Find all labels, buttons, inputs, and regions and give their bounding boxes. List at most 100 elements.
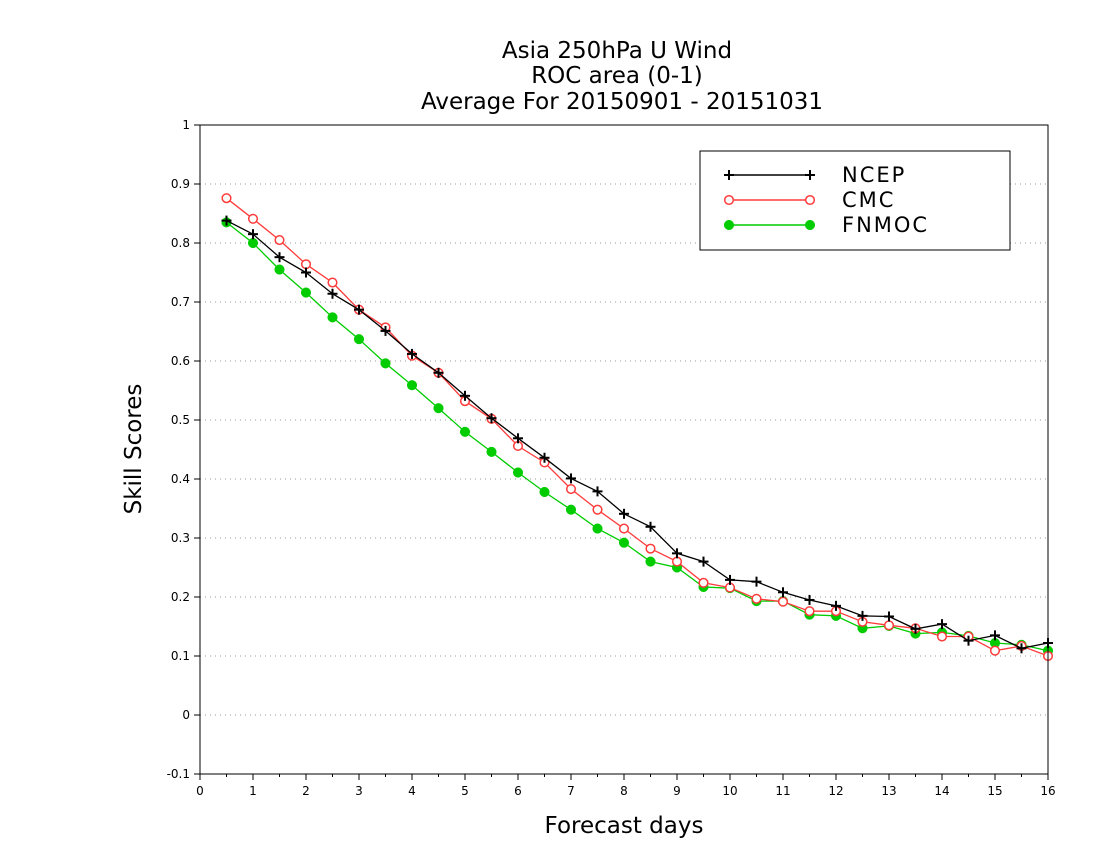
data-point-cmc bbox=[274, 235, 285, 246]
data-point-fnmoc bbox=[565, 504, 577, 515]
data-series bbox=[221, 193, 1054, 662]
data-point-ncep bbox=[645, 521, 656, 532]
legend-label-ncep: NCEP bbox=[842, 163, 906, 187]
data-point-cmc bbox=[883, 620, 895, 631]
legend-marker-fnmoc bbox=[723, 219, 735, 231]
y-tick-label: 0.6 bbox=[171, 354, 190, 368]
legend-marker-cmc bbox=[804, 194, 816, 206]
data-point-ncep bbox=[486, 413, 497, 424]
data-point-cmc bbox=[592, 504, 603, 515]
data-point-ncep bbox=[380, 325, 391, 336]
data-point-cmc bbox=[989, 645, 1001, 656]
data-point-fnmoc bbox=[618, 537, 630, 548]
data-point-cmc bbox=[698, 577, 709, 588]
y-tick-label: 0.3 bbox=[171, 531, 190, 545]
y-axis-ticks: -0.1 0 0.1 0.2 0.3 0.4 0.5 0.6 0.7 0.8 0.9 1 bbox=[167, 118, 200, 781]
data-point-ncep bbox=[937, 619, 947, 630]
data-point-fnmoc bbox=[327, 312, 338, 323]
data-point-ncep bbox=[460, 390, 470, 401]
x-tick-label: 7 bbox=[567, 784, 575, 798]
data-point-cmc bbox=[247, 213, 259, 224]
data-point-ncep bbox=[990, 630, 1000, 641]
data-point-ncep bbox=[804, 594, 815, 605]
y-tick-label: -0.1 bbox=[167, 767, 190, 781]
x-tick-label: 14 bbox=[934, 784, 949, 798]
legend-marker-fnmoc bbox=[804, 219, 816, 231]
y-tick-label: 0.5 bbox=[171, 413, 190, 427]
data-point-fnmoc bbox=[353, 334, 365, 345]
data-point-ncep bbox=[619, 508, 629, 519]
data-point-fnmoc bbox=[380, 358, 391, 369]
x-tick-label: 11 bbox=[775, 784, 790, 798]
data-point-fnmoc bbox=[300, 287, 312, 298]
data-point-ncep bbox=[857, 610, 868, 621]
data-point-ncep bbox=[354, 304, 364, 315]
data-point-fnmoc bbox=[433, 403, 444, 414]
data-point-ncep bbox=[751, 576, 762, 587]
data-point-ncep bbox=[778, 587, 788, 598]
data-point-fnmoc bbox=[406, 380, 418, 391]
data-point-fnmoc bbox=[459, 426, 471, 437]
y-tick-label: 0.8 bbox=[171, 236, 190, 250]
data-point-cmc bbox=[300, 259, 312, 270]
data-point-ncep bbox=[725, 574, 735, 585]
x-tick-label: 2 bbox=[302, 784, 310, 798]
data-point-cmc bbox=[221, 193, 232, 204]
data-point-fnmoc bbox=[486, 446, 497, 457]
x-tick-label: 4 bbox=[408, 784, 416, 798]
series-line-cmc bbox=[226, 197, 1049, 657]
data-point-ncep bbox=[910, 623, 921, 634]
x-tick-label: 6 bbox=[514, 784, 522, 798]
data-point-fnmoc bbox=[592, 523, 603, 534]
y-tick-label: 0.7 bbox=[171, 295, 190, 309]
data-point-cmc bbox=[777, 596, 789, 607]
y-tick-label: 0 bbox=[182, 708, 190, 722]
y-tick-label: 0.9 bbox=[171, 177, 190, 191]
data-point-ncep bbox=[301, 267, 311, 278]
series-fnmoc bbox=[221, 217, 1054, 656]
chart-title-line-1: Asia 250hPa U Wind bbox=[502, 38, 732, 64]
data-point-ncep bbox=[566, 473, 576, 484]
legend-marker-ncep bbox=[805, 170, 815, 180]
y-tick-label: 0.4 bbox=[171, 472, 190, 486]
y-tick-label: 0.1 bbox=[171, 649, 190, 663]
data-point-ncep bbox=[539, 452, 550, 463]
x-tick-label: 15 bbox=[987, 784, 1002, 798]
data-point-cmc bbox=[671, 556, 683, 567]
legend-marker-cmc bbox=[723, 194, 735, 206]
x-axis-label: Forecast days bbox=[545, 813, 704, 839]
data-point-ncep bbox=[327, 288, 338, 299]
x-tick-label: 13 bbox=[881, 784, 896, 798]
x-tick-label: 1 bbox=[249, 784, 257, 798]
data-point-cmc bbox=[804, 606, 815, 617]
data-point-fnmoc bbox=[512, 467, 524, 478]
legend-label-cmc: CMC bbox=[842, 188, 895, 212]
data-point-ncep bbox=[433, 367, 444, 378]
data-point-cmc bbox=[327, 277, 338, 288]
data-point-ncep bbox=[248, 229, 258, 240]
data-point-fnmoc bbox=[247, 237, 259, 249]
x-tick-label: 9 bbox=[673, 784, 681, 798]
legend-label-fnmoc: FNMOC bbox=[842, 213, 929, 237]
series-line-fnmoc bbox=[226, 221, 1049, 652]
x-tick-label: 5 bbox=[461, 784, 469, 798]
data-point-fnmoc bbox=[645, 556, 656, 567]
x-tick-label: 8 bbox=[620, 784, 628, 798]
data-point-cmc bbox=[618, 523, 630, 534]
data-point-cmc bbox=[936, 631, 948, 642]
data-point-ncep bbox=[672, 548, 682, 559]
chart-title: Asia 250hPa U Wind ROC area (0-1) Averag… bbox=[421, 38, 823, 115]
series-line-ncep bbox=[226, 220, 1049, 649]
legend-marker-ncep bbox=[724, 170, 734, 180]
series-cmc bbox=[221, 193, 1054, 662]
y-axis-label: Skill Scores bbox=[121, 384, 147, 515]
chart-title-line-2: ROC area (0-1) bbox=[531, 63, 703, 89]
data-point-ncep bbox=[831, 600, 841, 611]
x-tick-label: 12 bbox=[828, 784, 843, 798]
data-point-fnmoc bbox=[274, 264, 285, 275]
data-point-cmc bbox=[565, 483, 577, 495]
x-tick-label: 0 bbox=[196, 784, 204, 798]
gridlines bbox=[200, 183, 1048, 716]
